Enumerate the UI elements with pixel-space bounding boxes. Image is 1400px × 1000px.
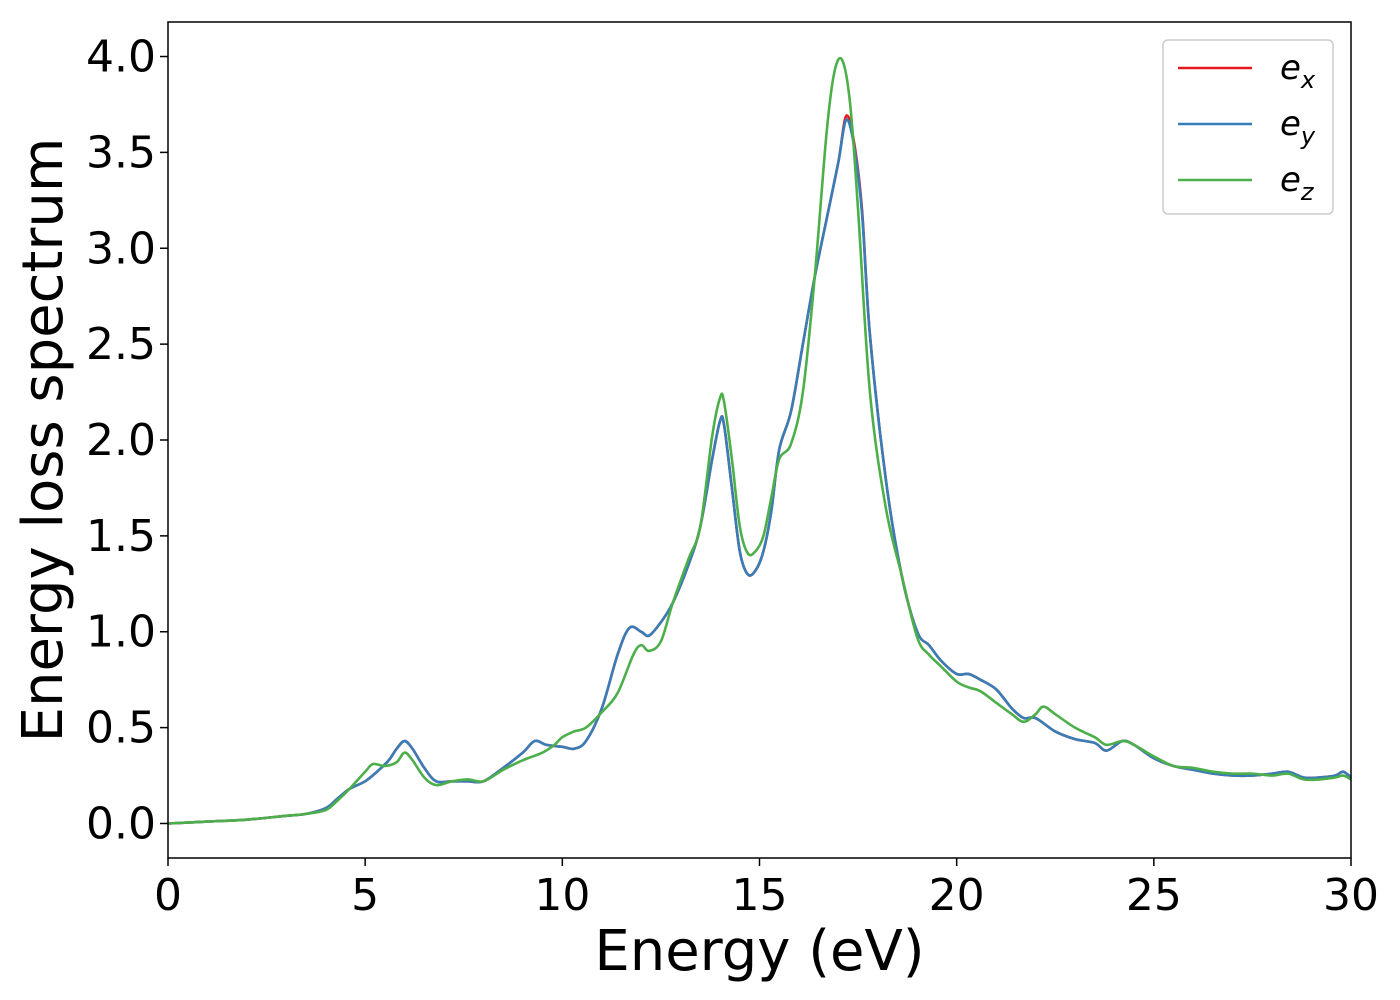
- legend-label-z: ez: [1280, 160, 1315, 206]
- y-axis-label: Energy loss spectrum: [11, 138, 76, 743]
- series-group: [168, 56, 1351, 825]
- y-tick-label: 2.5: [86, 319, 156, 370]
- x-axis-label: Energy (eV): [594, 919, 924, 984]
- legend: ex ey ez: [1162, 39, 1334, 215]
- series-line-z: [168, 56, 1351, 825]
- y-axis-ticks: 0.0 0.5 1.0 1.5 2.0 2.5 3.0 3.5 4.0: [86, 32, 168, 849]
- legend-label-y: ey: [1280, 104, 1316, 150]
- x-tick-label: 10: [534, 870, 590, 921]
- x-tick-label: 30: [1323, 870, 1379, 921]
- legend-label-x: ex: [1280, 48, 1316, 94]
- y-tick-label: 0.0: [86, 798, 156, 849]
- x-tick-label: 15: [732, 870, 788, 921]
- x-tick-label: 25: [1126, 870, 1182, 921]
- y-tick-label: 3.5: [86, 127, 156, 178]
- y-tick-label: 0.5: [86, 703, 156, 754]
- legend-box: [1162, 39, 1334, 215]
- x-tick-label: 20: [929, 870, 985, 921]
- y-tick-label: 2.0: [86, 415, 156, 466]
- y-tick-label: 1.0: [86, 607, 156, 658]
- y-tick-label: 3.0: [86, 223, 156, 274]
- x-tick-label: 0: [154, 870, 182, 921]
- x-axis-ticks: 0 5 10 15 20 25 30: [154, 858, 1379, 921]
- y-tick-label: 4.0: [86, 32, 156, 83]
- x-tick-label: 5: [351, 870, 379, 921]
- y-tick-label: 1.5: [86, 511, 156, 562]
